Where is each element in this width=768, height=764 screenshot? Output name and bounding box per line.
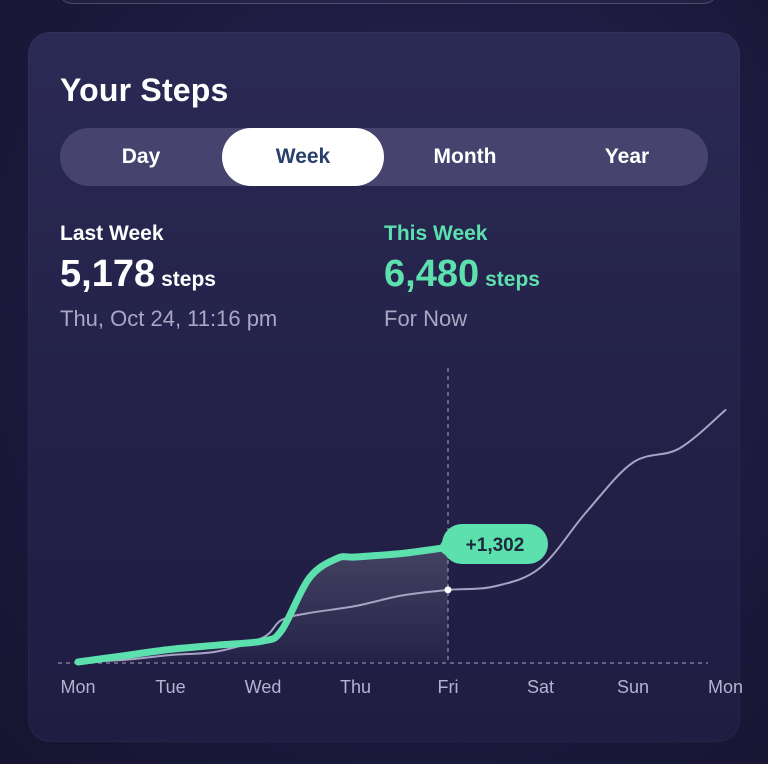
period-selector: Day Week Month Year [60, 128, 708, 186]
difference-badge [442, 524, 548, 564]
x-axis-label: Wed [245, 677, 282, 697]
x-axis-label: Sat [527, 677, 554, 697]
this-week-area [78, 547, 448, 662]
this-week-steps: 6,480 [384, 253, 480, 295]
tab-day[interactable]: Day [121, 145, 161, 168]
x-axis-label: Mon [60, 677, 95, 697]
this-week-stat: This Week 6,480 steps For Now [384, 222, 540, 332]
last-week-line [77, 409, 727, 663]
last-week-value: 5,178 steps [60, 254, 277, 300]
last-week-timestamp: Thu, Oct 24, 11:16 pm [60, 306, 278, 331]
this-week-label: This Week [384, 222, 488, 245]
tab-month[interactable]: Month [433, 145, 497, 168]
difference-badge-text: +1,302 [466, 535, 525, 556]
this-week-note: For Now [384, 306, 468, 331]
x-axis-label: Fri [438, 677, 459, 697]
this-week-value: 6,480 steps [384, 254, 540, 300]
card-title: Your Steps [60, 72, 229, 108]
this-week-unit: steps [485, 268, 540, 291]
x-axis-label: Thu [340, 677, 371, 697]
last-week-unit: steps [161, 268, 216, 291]
x-axis-label: Tue [155, 677, 185, 697]
x-axis-label: Sun [617, 677, 649, 697]
tab-week[interactable]: Week [222, 128, 384, 186]
last-week-steps: 5,178 [60, 253, 156, 295]
last-week-label: Last Week [60, 222, 164, 245]
x-axis-label: Mon [708, 677, 743, 697]
last-week-stat: Last Week 5,178 steps Thu, Oct 24, 11:16 … [60, 222, 277, 332]
tab-year[interactable]: Year [604, 145, 650, 168]
last-week-point [444, 586, 452, 594]
this-week-line [74, 543, 452, 666]
